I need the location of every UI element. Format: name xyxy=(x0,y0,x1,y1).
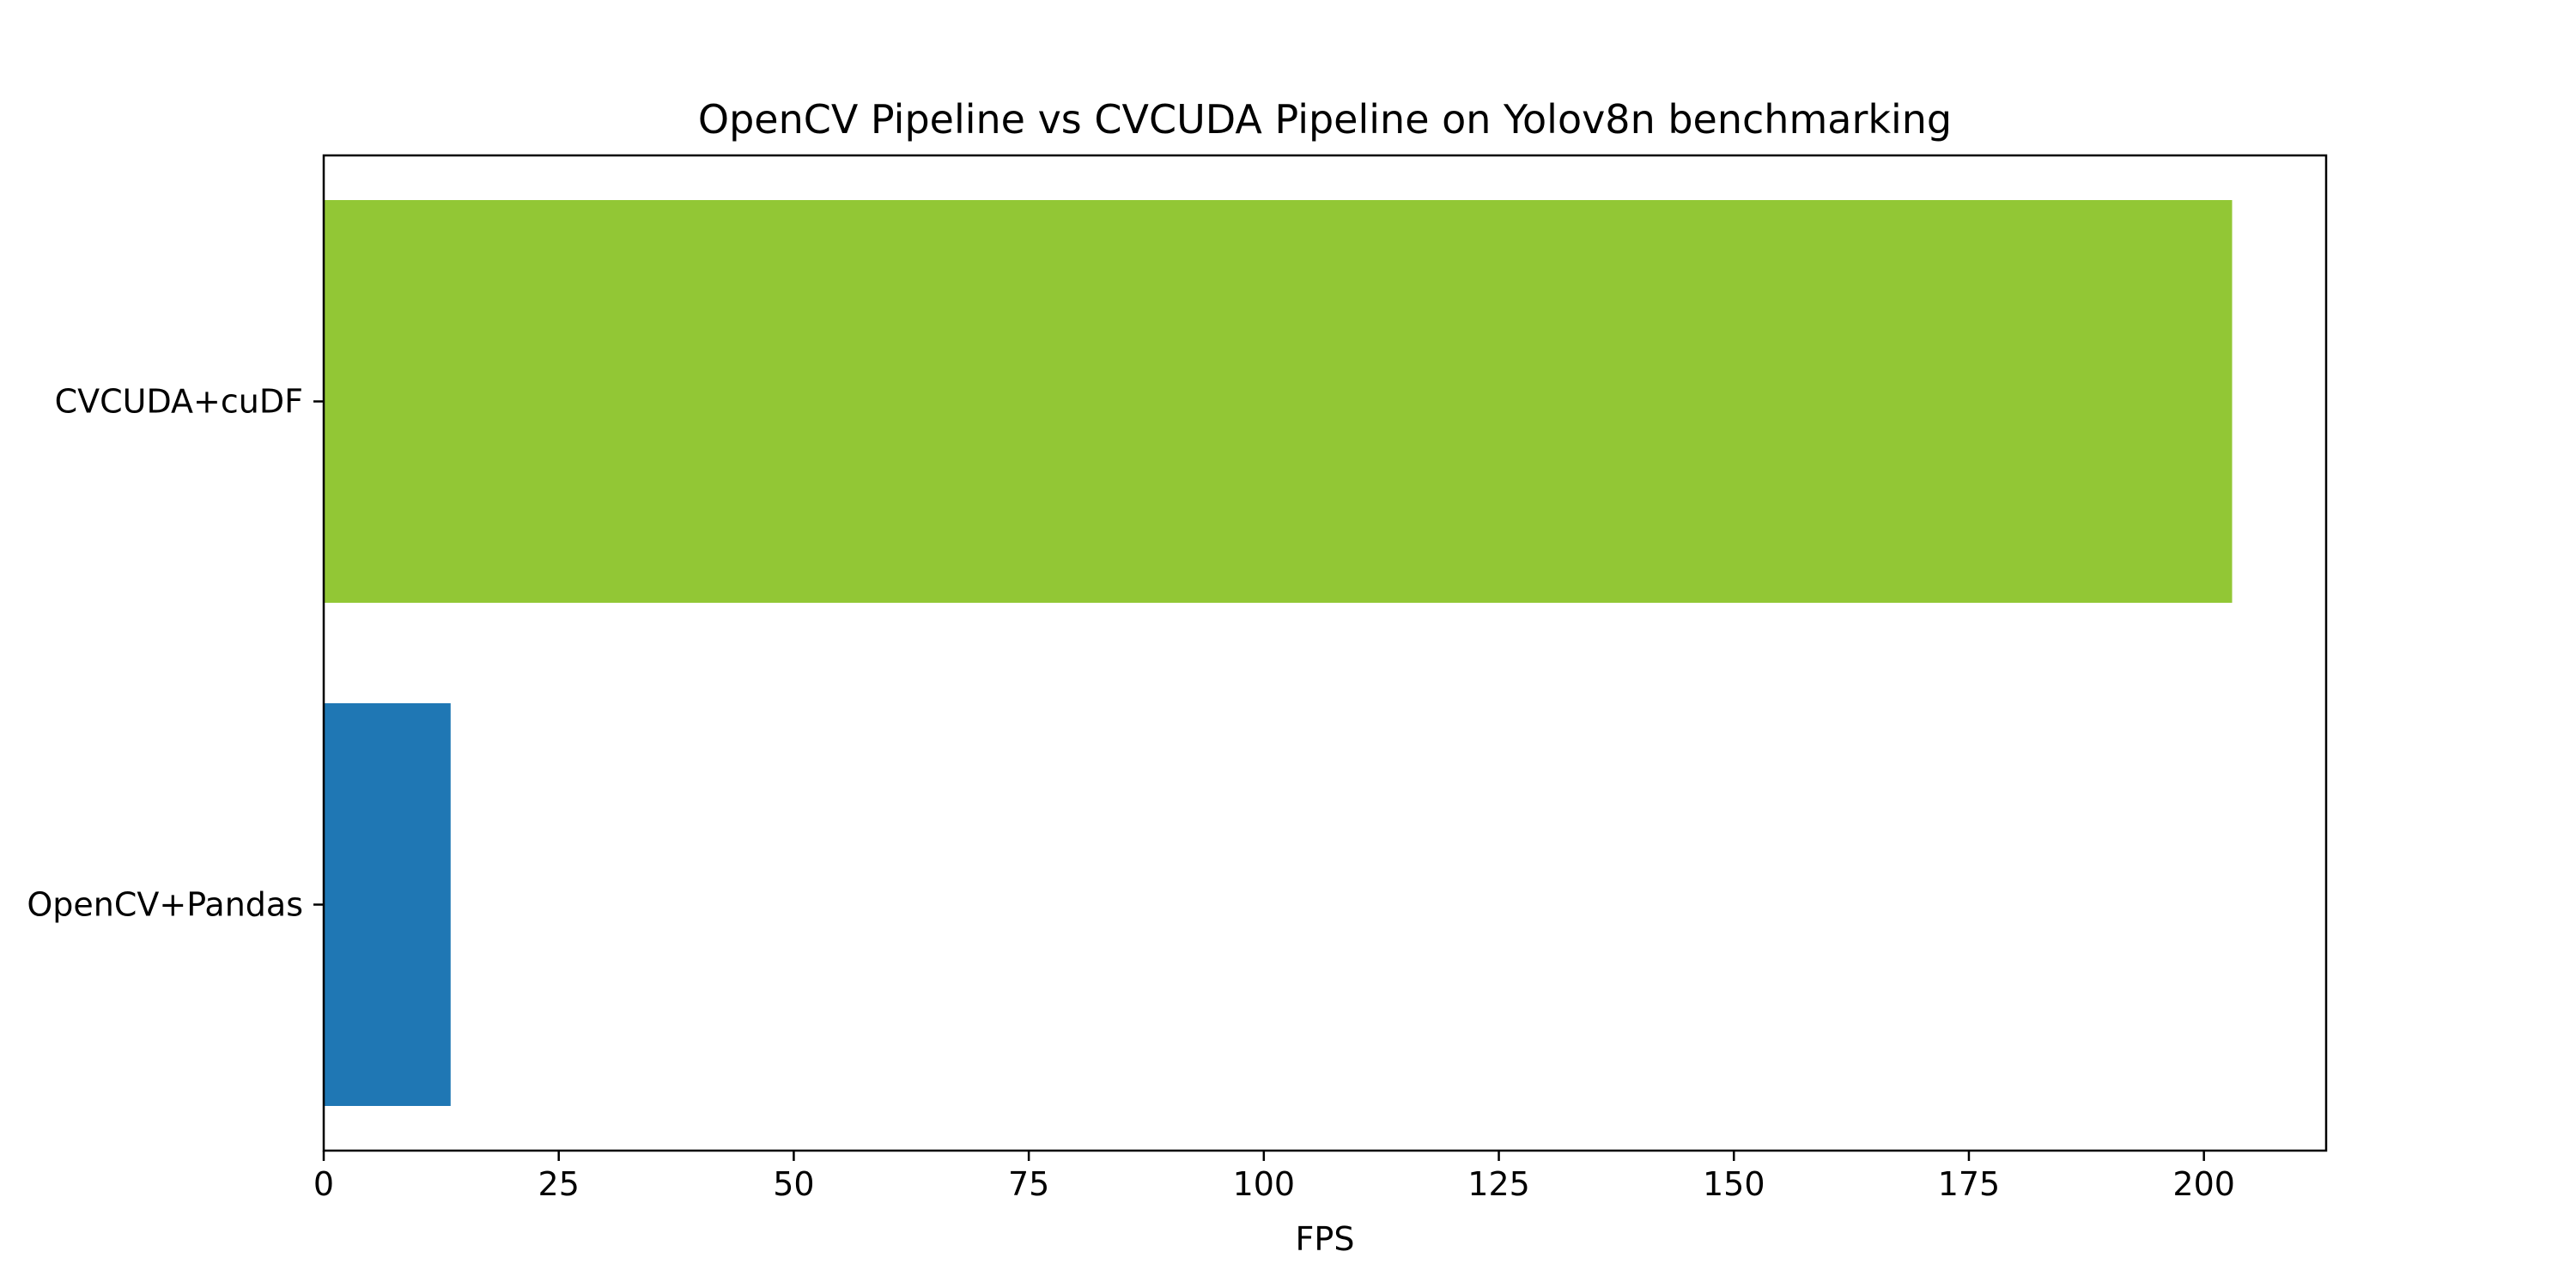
y-tick-label-opencv-pandas: OpenCV+Pandas xyxy=(27,886,303,924)
x-tick-label: 50 xyxy=(773,1165,814,1203)
x-tick-label: 100 xyxy=(1233,1165,1296,1203)
x-tick-label: 150 xyxy=(1703,1165,1765,1203)
y-tick-label-cvcuda-cudf: CVCUDA+cuDF xyxy=(55,383,303,421)
x-axis: 0 25 50 75 100 125 150 175 200 xyxy=(313,1151,2235,1203)
bars xyxy=(324,200,2233,1106)
y-axis: OpenCV+Pandas CVCUDA+cuDF xyxy=(27,383,324,924)
chart-title: OpenCV Pipeline vs CVCUDA Pipeline on Yo… xyxy=(698,96,1952,143)
x-tick-label: 125 xyxy=(1467,1165,1530,1203)
x-tick-label: 0 xyxy=(313,1165,334,1203)
plot-frame xyxy=(322,154,2328,1152)
bar-opencv-pandas xyxy=(324,703,451,1106)
x-tick-label: 25 xyxy=(538,1165,580,1203)
bar-cvcuda-cudf xyxy=(324,200,2233,603)
x-tick-label: 75 xyxy=(1008,1165,1049,1203)
x-axis-label: FPS xyxy=(1296,1220,1355,1258)
x-tick-label: 175 xyxy=(1938,1165,2001,1203)
x-tick-label: 200 xyxy=(2172,1165,2235,1203)
